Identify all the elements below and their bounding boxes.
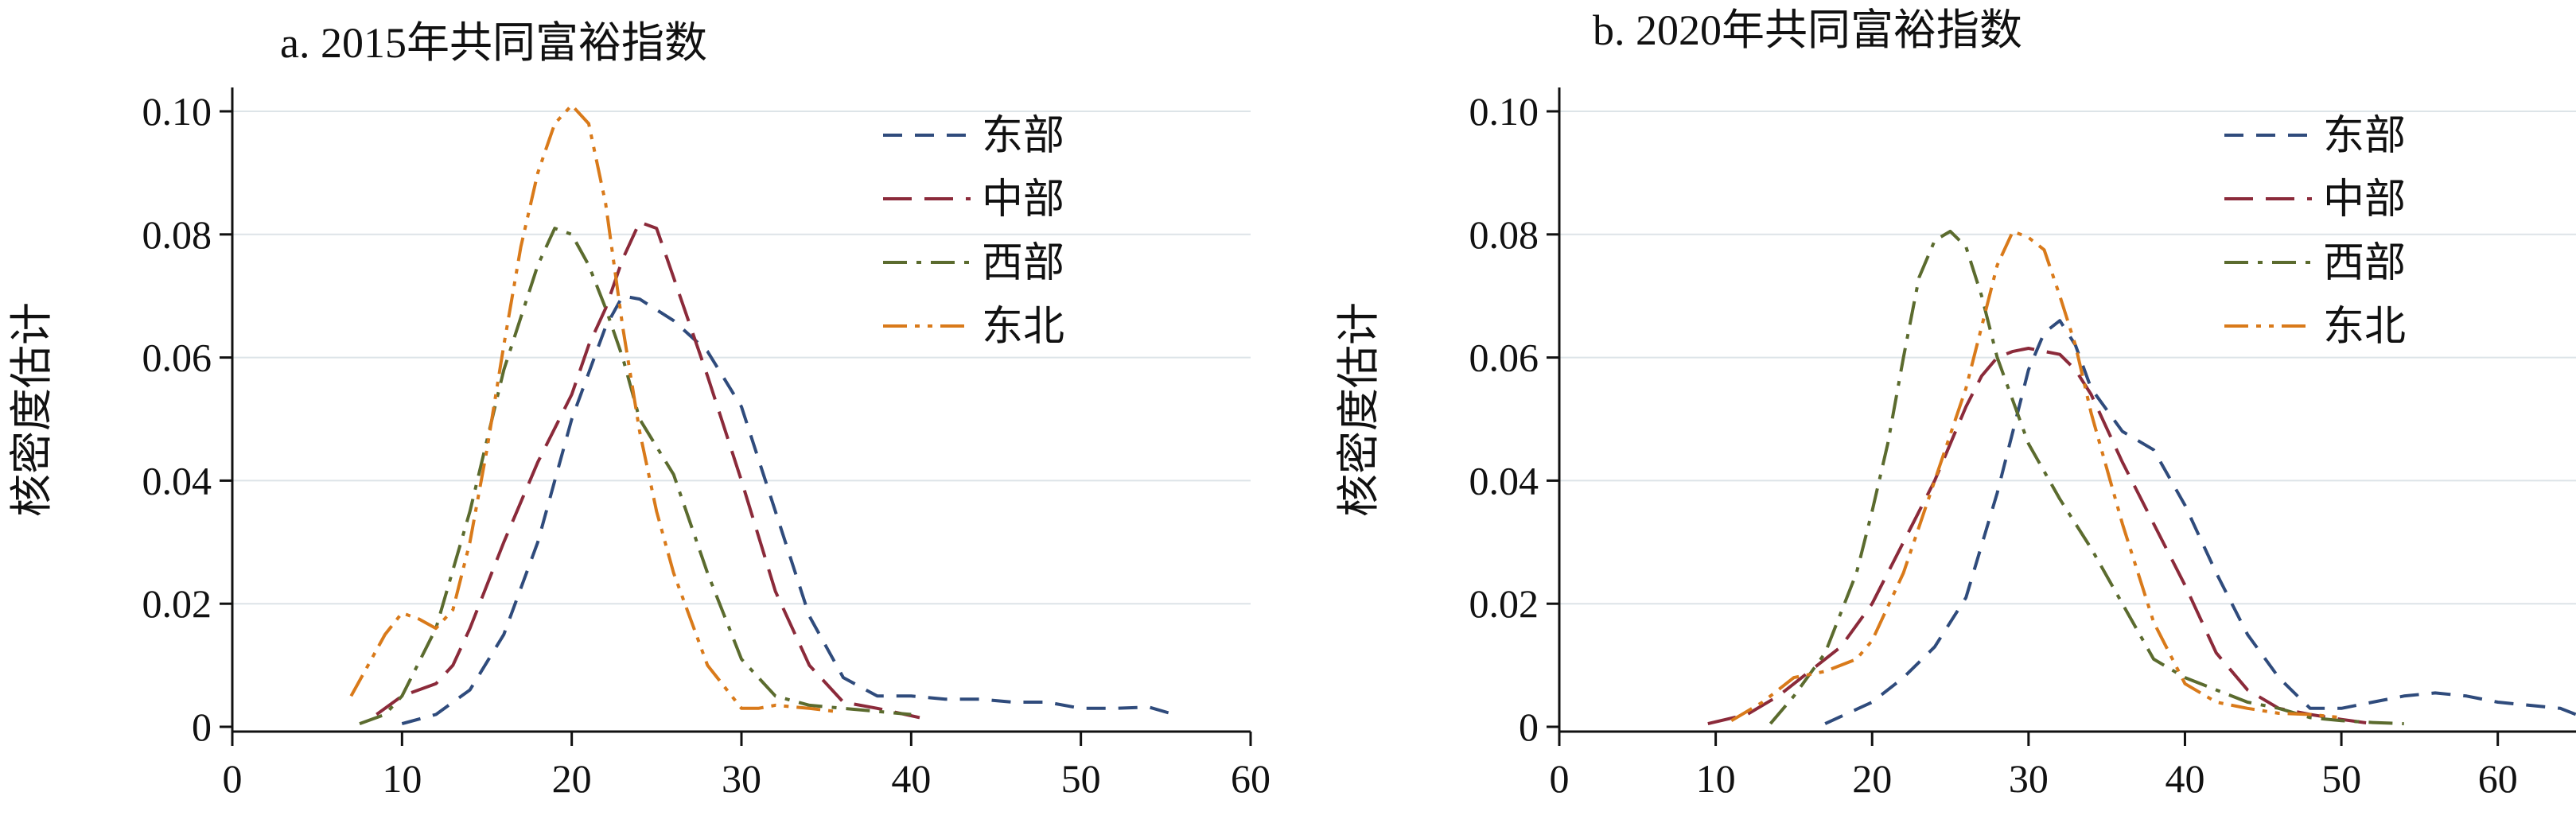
x-tick-label: 10 (1696, 756, 1736, 801)
y-tick-label: 0.04 (142, 458, 212, 503)
legend-entry: 中部 (982, 177, 1064, 223)
y-tick-label: 0.10 (142, 89, 212, 134)
x-tick-label: 40 (891, 756, 931, 801)
series-line-3 (1769, 229, 2404, 726)
legend-entry: 西部 (982, 241, 1064, 286)
series-line-1 (401, 294, 1175, 726)
series-line-4 (349, 103, 835, 713)
legend-entry: 中部 (2323, 177, 2406, 223)
series-line-4 (1730, 229, 2342, 723)
chart-title: b. 2020年共同富裕指数 (1593, 6, 2022, 54)
x-tick-label: 50 (1061, 756, 1101, 801)
x-tick-label: 10 (382, 756, 422, 801)
y-tick-label: 0.10 (1469, 89, 1539, 134)
x-tick-label: 20 (1852, 756, 1892, 801)
series-line-1 (1824, 319, 2576, 725)
y-tick-label: 0.04 (1469, 458, 1539, 503)
x-tick-label: 30 (722, 756, 761, 801)
legend-entry: 东部 (2323, 114, 2406, 159)
y-tick-label: 0 (192, 705, 212, 749)
y-tick-label: 0.06 (142, 336, 212, 380)
x-tick-label: 60 (1231, 756, 1270, 801)
x-tick-label: 0 (1550, 756, 1570, 801)
y-tick-label: 0.08 (1469, 212, 1539, 257)
x-tick-label: 40 (2165, 756, 2204, 801)
y-axis-label: 核密度估计 (8, 302, 56, 517)
legend-entry: 西部 (2323, 241, 2406, 286)
legend-entry: 东北 (2323, 305, 2406, 350)
chart-title: a. 2015年共同富裕指数 (280, 19, 707, 67)
x-tick-label: 50 (2321, 756, 2361, 801)
legend-entry: 东部 (982, 114, 1064, 159)
x-tick-label: 20 (552, 756, 592, 801)
y-tick-label: 0.02 (1469, 581, 1539, 626)
y-tick-label: 0.06 (1469, 336, 1539, 380)
x-tick-label: 0 (223, 756, 243, 801)
x-tick-label: 30 (2009, 756, 2049, 801)
series-line-2 (1707, 347, 2373, 726)
y-tick-label: 0 (1519, 705, 1539, 749)
x-tick-label: 60 (2478, 756, 2518, 801)
y-tick-label: 0.02 (142, 581, 212, 626)
y-axis-label: 核密度估计 (1335, 302, 1383, 517)
y-tick-label: 0.08 (142, 212, 212, 257)
series-line-2 (376, 220, 920, 720)
legend-entry: 东北 (982, 305, 1064, 350)
